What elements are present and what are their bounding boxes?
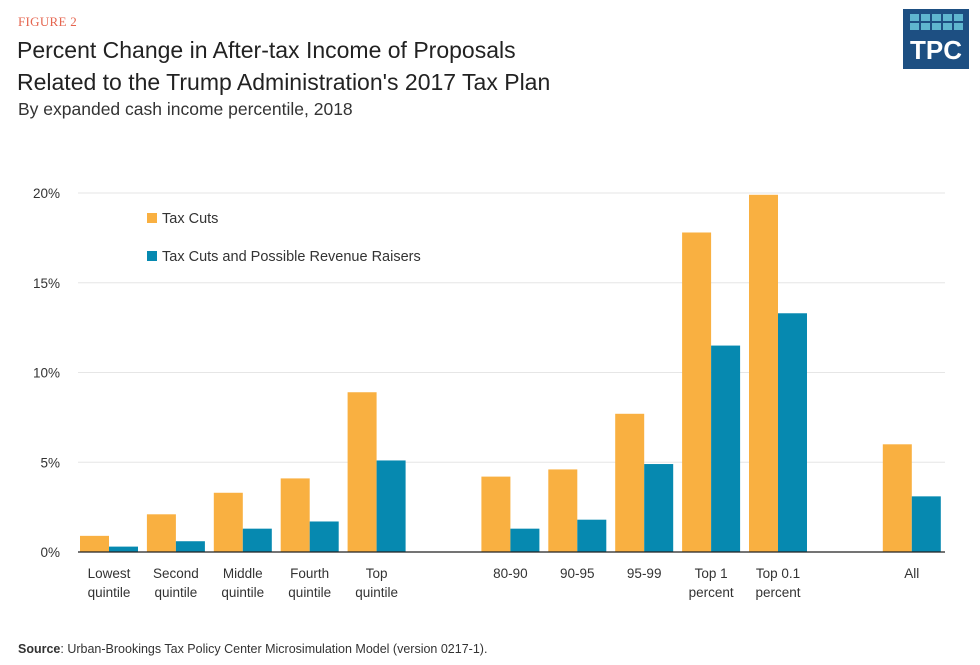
x-tick-label: Lowest [88, 566, 131, 581]
y-axis-ticks: 0% 5% 10% 15% 20% [33, 186, 60, 560]
bar-revenue-raisers [309, 521, 339, 552]
chart-subtitle: By expanded cash income percentile, 2018 [18, 99, 353, 119]
y-tick-label: 0% [40, 545, 60, 560]
bar-revenue-raisers [711, 345, 741, 552]
bar-revenue-raisers [242, 528, 272, 552]
bar-tax-cuts [280, 478, 310, 552]
x-tick-label: Second [153, 566, 199, 581]
gridlines [78, 192, 945, 463]
y-tick-label: 5% [40, 455, 60, 470]
bar-tax-cuts [615, 413, 645, 552]
logo-grid-icon [910, 14, 963, 30]
title-line-2: Related to the Trump Administration's 20… [17, 69, 551, 95]
bar-tax-cuts [882, 444, 912, 552]
x-tick-label: Top 0.1 [756, 566, 800, 581]
y-tick-label: 20% [33, 186, 60, 201]
x-tick-label: Middle [223, 566, 263, 581]
y-tick-label: 10% [33, 366, 60, 381]
source-label: Source [18, 642, 61, 656]
bar-revenue-raisers [644, 464, 674, 552]
x-tick-label: Top [366, 566, 388, 581]
bar-revenue-raisers [577, 519, 607, 552]
bar-revenue-raisers [510, 528, 540, 552]
chart-title: Percent Change in After-tax Income of Pr… [17, 34, 550, 98]
bar-tax-cuts [481, 476, 511, 552]
legend-swatch-revenue-raisers [147, 251, 157, 261]
x-tick-label: percent [755, 585, 800, 600]
x-tick-label: 80-90 [493, 566, 528, 581]
x-tick-label: 95-99 [627, 566, 662, 581]
bar-revenue-raisers [109, 546, 138, 552]
bar-revenue-raisers [778, 313, 807, 552]
y-tick-label: 15% [33, 276, 60, 291]
x-tick-label: quintile [288, 585, 331, 600]
legend: Tax Cuts Tax Cuts and Possible Revenue R… [147, 211, 421, 265]
title-line-1: Percent Change in After-tax Income of Pr… [17, 37, 516, 63]
x-tick-label: quintile [355, 585, 398, 600]
figure-label: FIGURE 2 [18, 14, 78, 29]
source-note: Source: Urban-Brookings Tax Policy Cente… [18, 642, 487, 656]
bar-tax-cuts [146, 514, 176, 552]
source-text: : Urban-Brookings Tax Policy Center Micr… [60, 642, 488, 656]
legend-label-revenue-raisers: Tax Cuts and Possible Revenue Raisers [162, 249, 421, 265]
bar-tax-cuts [80, 535, 109, 552]
logo-text: TPC [910, 35, 962, 65]
bar-tax-cuts [682, 232, 712, 553]
bar-revenue-raisers [376, 460, 406, 552]
legend-label-tax-cuts: Tax Cuts [162, 211, 218, 227]
x-tick-label: quintile [155, 585, 198, 600]
bar-tax-cuts [347, 392, 377, 552]
x-tick-label: percent [689, 585, 734, 600]
bar-revenue-raisers [175, 541, 205, 552]
x-tick-label: 90-95 [560, 566, 595, 581]
bar-revenue-raisers [911, 496, 941, 552]
x-tick-label: quintile [88, 585, 131, 600]
x-axis-labels: Lowest quintile Second quintile Middle quinti… [88, 566, 920, 600]
bars [80, 194, 941, 553]
x-tick-label: Top 1 [695, 566, 728, 581]
bar-tax-cuts [213, 492, 243, 552]
x-tick-label: All [904, 566, 919, 581]
bar-tax-cuts [749, 194, 778, 553]
bar-tax-cuts [548, 469, 578, 552]
x-tick-label: quintile [221, 585, 264, 600]
legend-swatch-tax-cuts [147, 213, 157, 223]
x-tick-label: Fourth [290, 566, 329, 581]
tpc-logo: TPC [903, 9, 969, 69]
